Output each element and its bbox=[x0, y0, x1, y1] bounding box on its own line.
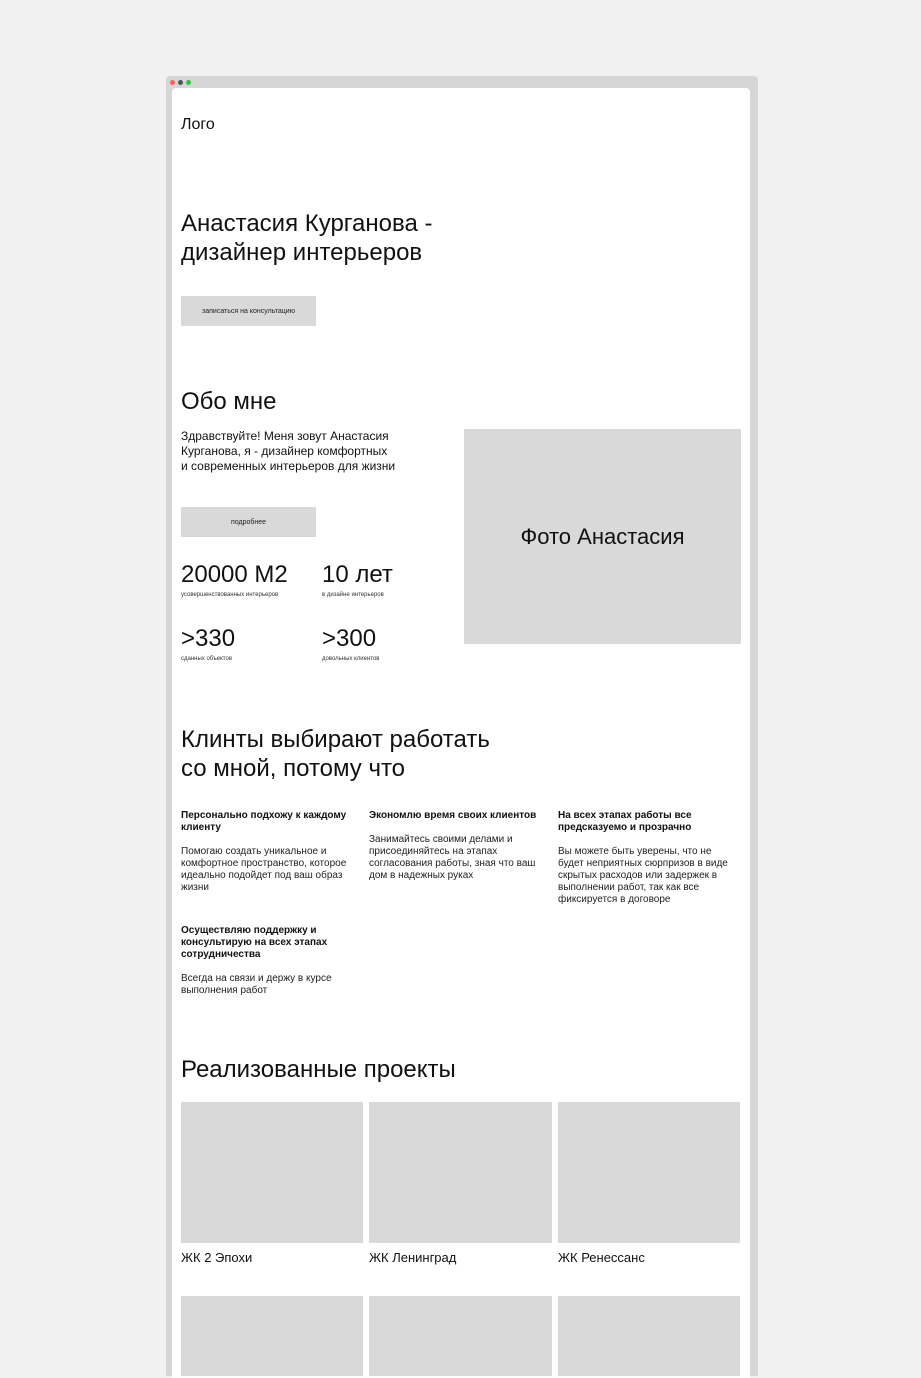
stat: 10 лет в дизайне интерьеров bbox=[322, 561, 393, 599]
project-image[interactable] bbox=[181, 1102, 363, 1243]
reason-item: Осуществляю поддержку и консультирую на … bbox=[181, 925, 332, 996]
project-name[interactable]: ЖК Ленинград bbox=[369, 1250, 457, 1265]
project-image[interactable] bbox=[558, 1296, 740, 1376]
minimize-window-icon[interactable] bbox=[178, 80, 183, 85]
projects-title: Реализованные проекты bbox=[181, 1056, 456, 1083]
consultation-button[interactable]: записаться на консультацию bbox=[181, 296, 316, 326]
stat: >330 сданных объектов bbox=[181, 625, 236, 663]
reason-item: Экономлю время своих клиентов Занимайтесь… bbox=[369, 810, 537, 881]
project-image[interactable] bbox=[369, 1296, 552, 1376]
project-image[interactable] bbox=[181, 1296, 363, 1376]
project-name[interactable]: ЖК Ренессанс bbox=[558, 1250, 645, 1265]
photo-placeholder: Фото Анастасия bbox=[464, 429, 741, 644]
reasons-title: Клинты выбирают работать со мной, потому … bbox=[181, 726, 490, 782]
project-name[interactable]: ЖК 2 Эпохи bbox=[181, 1250, 253, 1265]
stat: 20000 М2 усовершенствованных интерьеров bbox=[181, 561, 288, 599]
maximize-window-icon[interactable] bbox=[186, 80, 191, 85]
logo[interactable]: Лого bbox=[181, 116, 215, 133]
reason-item: На всех этапах работы все предсказуемо и… bbox=[558, 810, 728, 905]
reason-item: Персонально подхожу к каждому клиенту Пом… bbox=[181, 810, 347, 893]
project-image[interactable] bbox=[369, 1102, 552, 1243]
close-window-icon[interactable] bbox=[170, 80, 175, 85]
more-button[interactable]: подробнее bbox=[181, 507, 316, 537]
about-text: Здравствуйте! Меня зовут Анастасия Курган… bbox=[181, 429, 396, 473]
project-image[interactable] bbox=[558, 1102, 740, 1243]
hero-title: Анастасия Курганова - дизайнер интерьеров bbox=[181, 210, 433, 266]
stat: >300 довольных клиентов bbox=[322, 625, 380, 663]
about-title: Обо мне bbox=[181, 388, 277, 415]
